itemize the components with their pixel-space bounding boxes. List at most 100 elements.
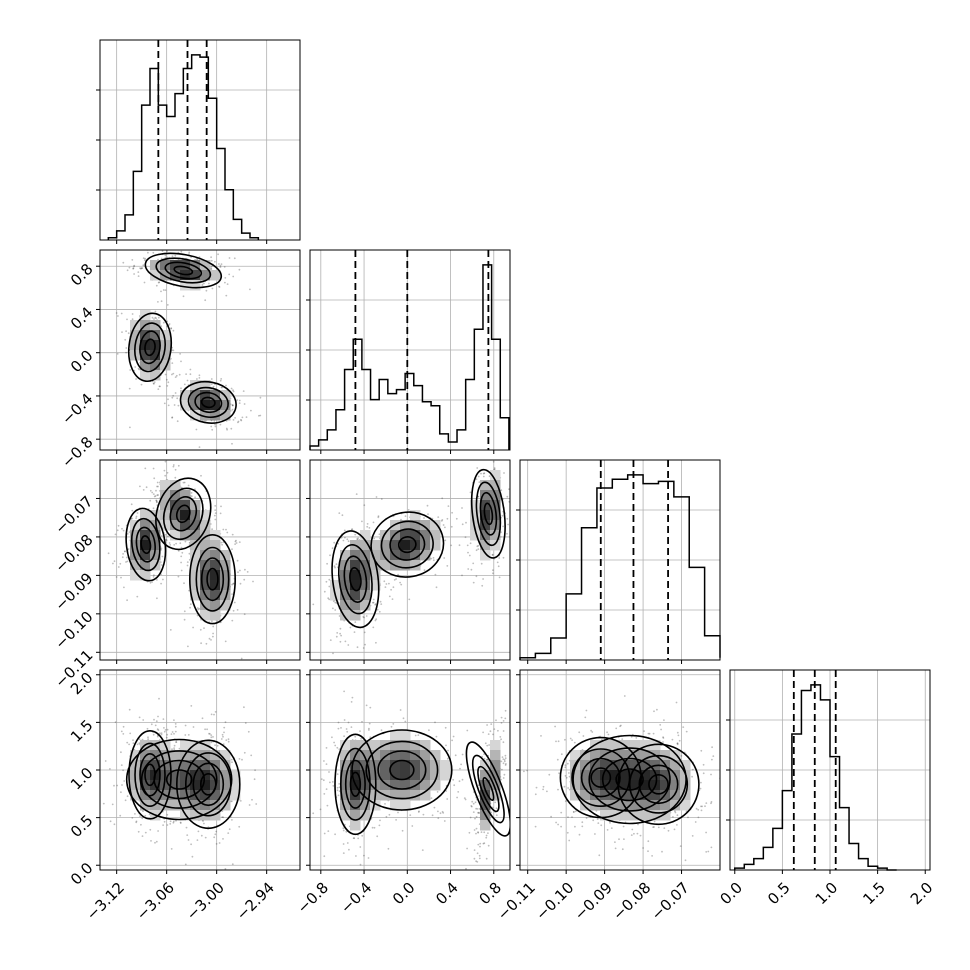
scatter-point bbox=[180, 360, 182, 363]
scatter-point bbox=[178, 373, 181, 376]
scatter-point bbox=[173, 747, 176, 749]
scatter-point bbox=[164, 460, 167, 463]
density-cell bbox=[210, 790, 221, 801]
scatter-point bbox=[153, 574, 155, 577]
scatter-point bbox=[444, 726, 447, 729]
scatter-point bbox=[433, 806, 436, 809]
scatter-point bbox=[133, 273, 136, 275]
scatter-point bbox=[176, 420, 179, 423]
scatter-point bbox=[150, 723, 153, 726]
scatter-point bbox=[471, 800, 474, 803]
scatter-point bbox=[610, 827, 613, 829]
density-cell bbox=[390, 790, 401, 801]
scatter-point bbox=[170, 327, 173, 329]
scatter-point bbox=[109, 820, 112, 823]
density-cell bbox=[140, 560, 151, 571]
contour-0-2 bbox=[139, 330, 161, 365]
scatter-point bbox=[189, 368, 192, 371]
contour-2-0 bbox=[465, 741, 510, 837]
scatter-point bbox=[376, 608, 379, 611]
scatter-point bbox=[374, 603, 377, 606]
scatter-point bbox=[141, 267, 144, 269]
scatter-point bbox=[695, 807, 698, 810]
scatter-point bbox=[585, 817, 588, 819]
scatter-point bbox=[240, 419, 243, 422]
scatter-point bbox=[102, 802, 105, 805]
contour-0-1 bbox=[337, 544, 373, 615]
scatter-point bbox=[374, 603, 377, 605]
density-cell bbox=[480, 790, 491, 801]
contour-1-3 bbox=[173, 265, 194, 276]
scatter-point bbox=[187, 484, 190, 487]
scatter-point bbox=[231, 863, 234, 866]
scatter-point bbox=[331, 736, 333, 739]
scatter-point bbox=[326, 804, 329, 807]
scatter-point bbox=[222, 816, 225, 819]
density-cell bbox=[360, 540, 371, 551]
scatter-point bbox=[355, 493, 358, 495]
scatter-point bbox=[332, 607, 334, 610]
hist-outline-1 bbox=[309, 264, 510, 450]
scatter-point bbox=[180, 561, 183, 564]
scatter-point bbox=[662, 737, 665, 739]
density-cell bbox=[170, 510, 181, 521]
scatter-point bbox=[475, 832, 477, 835]
scatter-point bbox=[92, 755, 94, 757]
contour-0-0 bbox=[334, 733, 377, 836]
scatter-point bbox=[166, 733, 169, 736]
scatter-point bbox=[555, 821, 557, 824]
scatter-point bbox=[129, 426, 131, 429]
scatter-point bbox=[134, 366, 137, 368]
scatter-point bbox=[526, 769, 528, 772]
scatter-point bbox=[208, 637, 211, 640]
scatter-point bbox=[480, 472, 482, 475]
scatter-point bbox=[323, 855, 326, 858]
scatter-point bbox=[250, 409, 252, 412]
density-cell bbox=[360, 760, 371, 771]
scatter-point bbox=[190, 705, 193, 707]
scatter-point bbox=[156, 485, 158, 488]
scatter-point bbox=[333, 541, 336, 544]
scatter-point bbox=[155, 489, 157, 492]
scatter-point bbox=[473, 849, 476, 851]
scatter-point bbox=[111, 803, 114, 806]
density-cell bbox=[200, 380, 211, 391]
scatter-point bbox=[145, 486, 148, 489]
scatter-point bbox=[542, 788, 544, 791]
scatter-point bbox=[168, 323, 171, 325]
scatter-point bbox=[475, 827, 478, 830]
scatter-point bbox=[173, 544, 176, 546]
scatter-point bbox=[472, 581, 475, 584]
scatter-point bbox=[247, 730, 250, 733]
density-cell bbox=[160, 750, 171, 761]
scatter-point bbox=[226, 531, 229, 534]
density-cell bbox=[160, 330, 171, 341]
scatter-point bbox=[224, 277, 227, 279]
scatter-point bbox=[343, 529, 346, 532]
scatter-point bbox=[169, 544, 172, 546]
density-cell bbox=[180, 490, 191, 501]
density-cell bbox=[340, 550, 351, 561]
density-cell bbox=[370, 580, 381, 591]
scatter-point bbox=[609, 822, 611, 824]
density-cell bbox=[170, 260, 181, 271]
scatter-point bbox=[495, 814, 498, 817]
contour-2-2 bbox=[479, 491, 498, 536]
scatter-point bbox=[232, 390, 235, 393]
scatter-point bbox=[147, 736, 149, 739]
scatter-point bbox=[169, 820, 172, 823]
scatter-point bbox=[139, 485, 141, 488]
density-cell bbox=[170, 750, 181, 761]
scatter-point bbox=[565, 776, 568, 779]
scatter-point bbox=[356, 646, 359, 649]
scatter-point bbox=[220, 263, 223, 265]
scatter-point bbox=[456, 796, 458, 799]
scatter-point bbox=[359, 863, 362, 866]
density-cell bbox=[420, 530, 431, 541]
scatter-point bbox=[138, 716, 141, 719]
density-cell bbox=[150, 550, 161, 561]
scatter-point bbox=[122, 553, 124, 555]
scatter-point bbox=[144, 831, 147, 834]
scatter-point bbox=[490, 723, 493, 725]
scatter-point bbox=[186, 564, 189, 567]
